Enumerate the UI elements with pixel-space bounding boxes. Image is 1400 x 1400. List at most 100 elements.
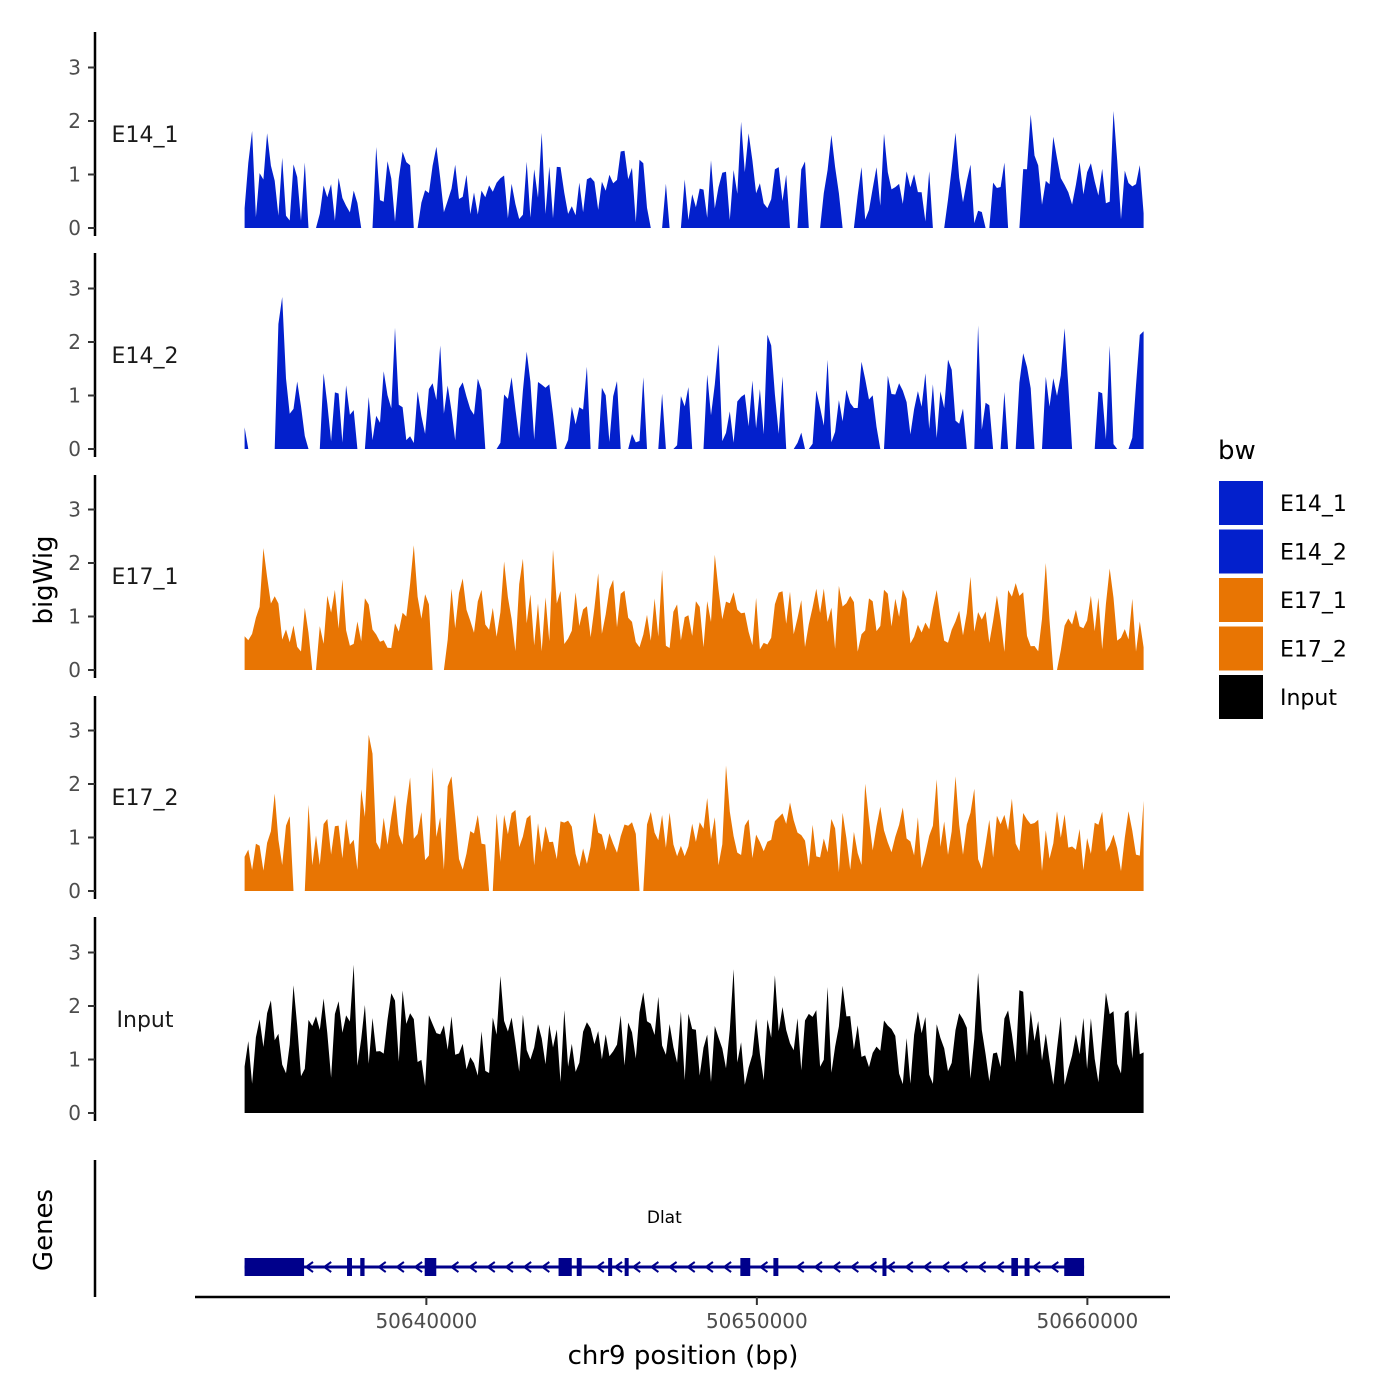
strand-arrow bbox=[613, 1261, 623, 1273]
gene-name-label: Dlat bbox=[647, 1208, 682, 1228]
legend-label-e17-1: E17_1 bbox=[1280, 589, 1347, 614]
exon bbox=[1024, 1258, 1030, 1276]
y-tick-label: 0 bbox=[68, 437, 81, 461]
y-tick-label: 2 bbox=[68, 330, 81, 354]
track-panel-input: 0 1 2 3 Input bbox=[68, 917, 1144, 1125]
x-tick-label: 50660000 bbox=[1036, 1309, 1138, 1333]
strand-arrow bbox=[758, 1261, 769, 1273]
strand-arrow bbox=[722, 1261, 732, 1273]
signal-area-e17-2 bbox=[244, 734, 1144, 891]
legend-key-e14-2 bbox=[1219, 529, 1263, 574]
y-tick-label: 3 bbox=[68, 498, 81, 522]
track-label: E17_2 bbox=[112, 786, 179, 811]
track-panel-e14-1: 0 1 2 3 E14_1 bbox=[68, 32, 1144, 240]
y-tick-label: 0 bbox=[68, 879, 81, 903]
x-axis: 50640000 50650000 50660000 bbox=[195, 1295, 1170, 1333]
exon bbox=[1064, 1258, 1085, 1276]
strand-arrow bbox=[631, 1261, 641, 1273]
y-tick-label: 1 bbox=[68, 384, 81, 408]
exon bbox=[608, 1258, 613, 1276]
strand-arrow bbox=[504, 1261, 514, 1273]
y-tick-label: 2 bbox=[68, 551, 81, 575]
y-tick-label: 3 bbox=[68, 719, 81, 743]
legend-key-input bbox=[1219, 675, 1263, 719]
strand-arrow bbox=[922, 1261, 932, 1273]
legend-label-e14-1: E14_1 bbox=[1280, 492, 1347, 517]
track-label: E14_2 bbox=[112, 344, 179, 369]
track-panel-e14-2: 0 1 2 3 E14_2 bbox=[68, 253, 1144, 461]
legend-label-input: Input bbox=[1280, 686, 1337, 711]
strand-arrow bbox=[322, 1261, 332, 1273]
strand-arrow bbox=[540, 1261, 550, 1273]
genes-axis-title: Genes bbox=[29, 1189, 59, 1271]
y-tick-label: 1 bbox=[68, 1048, 81, 1072]
strand-arrow bbox=[976, 1261, 987, 1273]
signal-area-e14-1 bbox=[244, 111, 1144, 228]
strand-arrow bbox=[395, 1261, 405, 1273]
strand-arrow bbox=[449, 1261, 460, 1273]
y-tick-label: 1 bbox=[68, 163, 81, 187]
exon bbox=[558, 1258, 572, 1276]
strand-arrow bbox=[795, 1261, 805, 1273]
strand-arrow bbox=[940, 1261, 950, 1273]
exon bbox=[740, 1258, 751, 1276]
legend-title: bw bbox=[1218, 436, 1256, 466]
exon bbox=[576, 1258, 582, 1276]
exon bbox=[882, 1258, 887, 1276]
strand-arrow bbox=[831, 1261, 841, 1273]
y-tick-label: 0 bbox=[68, 1101, 81, 1125]
strand-arrow bbox=[467, 1261, 478, 1273]
strand-arrow bbox=[486, 1261, 496, 1273]
y-tick-label: 2 bbox=[68, 109, 81, 133]
track-panel-e17-2: 0 1 2 3 E17_2 bbox=[68, 696, 1144, 903]
signal-tracks: 0 1 2 3 E14_1 0 1 2 3 E14_2 0 1 2 3 E17_1 0 1 2 3 E17_2 0 1 2 3… bbox=[68, 32, 1144, 1125]
track-label: Input bbox=[117, 1008, 174, 1033]
exon bbox=[347, 1258, 352, 1276]
strand-arrow bbox=[377, 1261, 387, 1273]
legend-key-e14-1 bbox=[1219, 481, 1263, 525]
legend-key-e17-1 bbox=[1219, 578, 1263, 622]
exon bbox=[244, 1258, 305, 1276]
legend: bw E14_1 E14_2 E17_1 E17_2 Input bbox=[1218, 436, 1347, 719]
x-tick-label: 50640000 bbox=[375, 1309, 477, 1333]
strand-arrow bbox=[649, 1261, 659, 1273]
strand-arrow bbox=[958, 1261, 969, 1273]
x-tick-label: 50650000 bbox=[706, 1309, 808, 1333]
y-tick-label: 0 bbox=[68, 658, 81, 682]
signal-area-e17-1 bbox=[244, 545, 1144, 670]
strand-arrow bbox=[849, 1261, 859, 1273]
y-tick-label: 3 bbox=[68, 941, 81, 965]
y-axis-title: bigWig bbox=[29, 535, 59, 624]
y-tick-label: 1 bbox=[68, 605, 81, 629]
track-label: E17_1 bbox=[112, 565, 179, 590]
strand-arrow bbox=[413, 1261, 423, 1273]
y-tick-label: 1 bbox=[68, 826, 81, 850]
signal-area-input bbox=[244, 964, 1144, 1113]
strand-arrow bbox=[813, 1261, 823, 1273]
exon bbox=[424, 1258, 437, 1276]
strand-arrow bbox=[1031, 1261, 1041, 1273]
exon bbox=[624, 1258, 629, 1276]
legend-key-e17-2 bbox=[1219, 626, 1263, 671]
strand-arrow bbox=[704, 1261, 714, 1273]
y-tick-label: 3 bbox=[68, 56, 81, 80]
y-tick-label: 2 bbox=[68, 772, 81, 796]
legend-label-e17-2: E17_2 bbox=[1280, 638, 1347, 663]
strand-arrow bbox=[304, 1261, 314, 1273]
strand-arrow bbox=[686, 1261, 696, 1273]
exon bbox=[773, 1258, 779, 1276]
exon bbox=[360, 1258, 365, 1276]
strand-arrow bbox=[995, 1261, 1005, 1273]
exon bbox=[1011, 1258, 1018, 1276]
x-axis-title: chr9 position (bp) bbox=[568, 1341, 799, 1371]
strand-arrow bbox=[1049, 1261, 1059, 1273]
strand-arrow bbox=[522, 1261, 532, 1273]
strand-arrow bbox=[667, 1261, 678, 1273]
strand-arrow bbox=[885, 1261, 896, 1273]
strand-arrow bbox=[595, 1261, 605, 1273]
track-label: E14_1 bbox=[112, 123, 179, 148]
strand-arrow bbox=[867, 1261, 878, 1273]
signal-area-e14-2 bbox=[244, 297, 1144, 449]
gene-track: Dlat bbox=[93, 1160, 1085, 1297]
legend-label-e14-2: E14_2 bbox=[1280, 541, 1347, 566]
